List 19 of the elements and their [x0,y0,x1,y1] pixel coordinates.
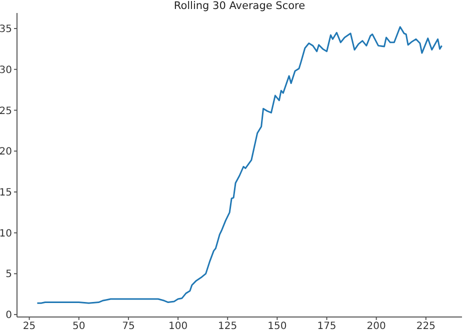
x-tick-label: 25 [22,321,36,332]
y-tick-label: 5 [6,269,12,280]
x-tick-label: 100 [168,321,188,332]
x-tick-label: 125 [218,321,238,332]
y-tick-label: 15 [0,188,12,199]
x-tick-label: 225 [416,321,436,332]
y-tick-label: 20 [0,146,12,158]
line-series [36,26,443,304]
y-tick-label: 30 [0,64,12,76]
y-tick-label: 10 [0,228,12,240]
x-tick-label: 150 [268,321,287,332]
chart-title: Rolling 30 Average Score [172,0,306,12]
y-tick-label: 25 [0,106,12,117]
x-tick-label: 175 [317,321,336,332]
x-tick-label: 75 [122,321,135,332]
x-tick-label: 200 [366,321,386,332]
y-tick-label: 35 [0,24,12,36]
y-tick-label: 0 [6,310,12,322]
x-tick-label: 50 [72,321,86,332]
